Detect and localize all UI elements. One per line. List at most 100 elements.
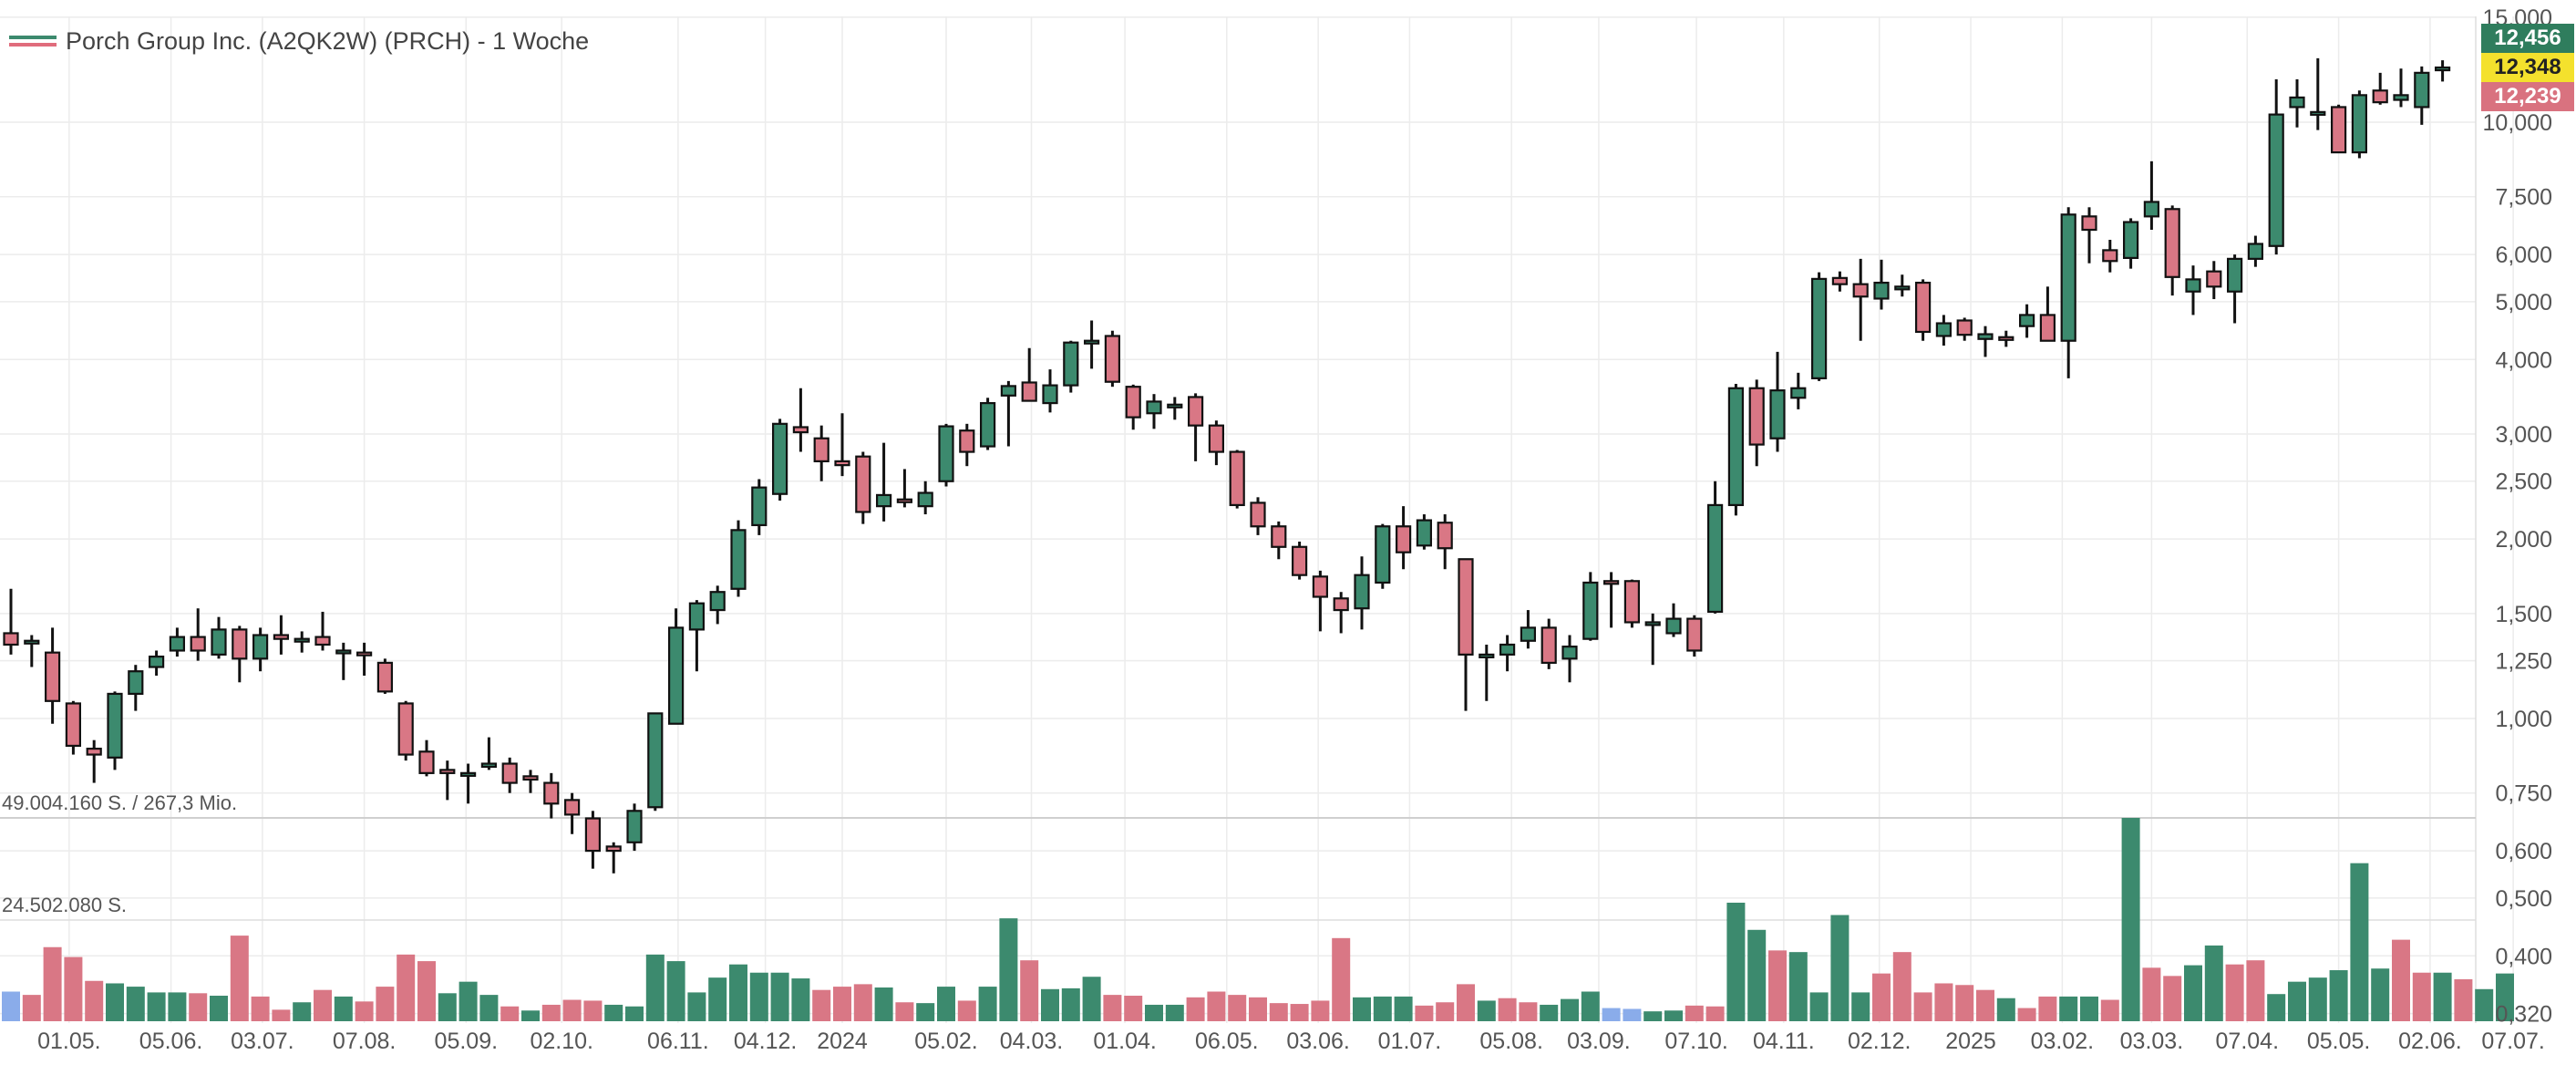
candle-body [1831, 276, 1849, 285]
candle-body [1706, 503, 1724, 614]
x-axis-tick-label: 05.05. [2307, 1029, 2371, 1054]
x-axis-tick-label: 04.11. [1753, 1029, 1815, 1054]
volume-bar [2204, 945, 2223, 1021]
y-axis-tick-label: 7,500 [2495, 185, 2552, 211]
volume-bar [1996, 998, 2015, 1021]
candle-body [1748, 387, 1765, 446]
candle [1229, 450, 1245, 509]
candle [169, 627, 185, 657]
volume-bar [1311, 1000, 1330, 1021]
y-axis-tick-label: 4,000 [2495, 347, 2552, 373]
candle [335, 642, 352, 680]
candle-body [2331, 106, 2347, 154]
candle [667, 608, 685, 725]
candle [605, 842, 622, 874]
candle [1021, 347, 1037, 402]
candle [1706, 481, 1724, 614]
candle [1831, 271, 1849, 292]
candle [1250, 497, 1266, 535]
candle-body [917, 491, 933, 508]
candle-body [1935, 322, 1952, 337]
candle [2081, 207, 2097, 264]
volume-bar [1519, 1002, 1538, 1021]
candle-body [2227, 257, 2243, 293]
candle [86, 739, 102, 783]
volume-bar [1768, 950, 1787, 1021]
candle [584, 811, 602, 869]
candle-body [1125, 386, 1141, 419]
y-axis-tick-label: 5,000 [2495, 290, 2552, 315]
x-axis-tick-label: 02.12. [1848, 1029, 1911, 1054]
volume-bar [2246, 960, 2265, 1021]
candle-body [1187, 396, 1204, 427]
candle [3, 588, 19, 655]
candle-body [1665, 617, 1682, 635]
candle [439, 760, 456, 801]
volume-bar [2184, 965, 2202, 1021]
candle-body [1083, 339, 1100, 345]
candle [626, 803, 643, 852]
candle [730, 520, 747, 597]
volume-bar [1809, 992, 1829, 1021]
candle [2227, 254, 2243, 324]
x-axis-tick-label: 04.12. [734, 1029, 798, 1054]
volume-bar [314, 989, 332, 1021]
volume-bar [1934, 983, 1953, 1021]
candle [647, 712, 664, 812]
candle [771, 419, 788, 501]
volume-bar [438, 993, 457, 1021]
candle-body [480, 762, 498, 769]
candle [1915, 279, 1932, 341]
x-axis-tick-label: 03.06. [1286, 1029, 1350, 1054]
y-axis-tick-label: 0,320 [2495, 1002, 2552, 1028]
candle-body [3, 632, 19, 646]
y-axis-tick-label: 1,000 [2495, 707, 2552, 732]
candle [959, 423, 975, 467]
candle [979, 398, 996, 450]
candle [2143, 160, 2159, 231]
x-axis-tick-label: 05.09. [435, 1029, 499, 1054]
volume-bar [999, 918, 1018, 1021]
candle-body [1291, 545, 1308, 576]
candle [813, 425, 829, 481]
candle-body [1644, 621, 1661, 626]
candle [1644, 613, 1661, 666]
candle [149, 650, 165, 676]
candle-body [211, 628, 227, 656]
candle-body [1540, 626, 1557, 665]
y-axis-tick-label: 0,750 [2495, 781, 2552, 807]
y-axis-tick-label: 2,000 [2495, 527, 2552, 553]
volume-bar [562, 999, 582, 1021]
x-axis-tick-label: 02.10. [530, 1029, 593, 1054]
candle [1208, 420, 1225, 466]
candle [855, 451, 871, 524]
candle-body [1312, 575, 1329, 598]
candle [1291, 541, 1308, 580]
volume-bar [1269, 1003, 1288, 1021]
last-high-price-tag: 12,456 [2481, 24, 2574, 53]
volume-bar [1145, 1004, 1163, 1021]
candle-body [1437, 522, 1453, 550]
volume-bar [2329, 970, 2348, 1021]
candle-body [1499, 643, 1516, 656]
candle-body [107, 692, 123, 759]
candle-body [1375, 525, 1391, 584]
candle-body [1561, 646, 1578, 660]
candle [65, 700, 82, 755]
x-axis-tick-label: 03.03. [2120, 1029, 2184, 1054]
candle-body [1458, 558, 1474, 656]
candle [190, 608, 206, 661]
candle-body [938, 425, 954, 482]
volume-bar [1685, 1005, 1704, 1021]
candle [1083, 320, 1100, 369]
candle-body [1208, 424, 1225, 453]
candle-body [2435, 66, 2451, 72]
volume-bar [2100, 999, 2119, 1021]
x-axis-tick-label: 05.06. [139, 1029, 203, 1054]
candle [1499, 635, 1516, 672]
candle [1602, 572, 1620, 628]
candle-body [149, 656, 165, 668]
volume-bar [1913, 992, 1932, 1021]
candle-body [1021, 381, 1037, 402]
